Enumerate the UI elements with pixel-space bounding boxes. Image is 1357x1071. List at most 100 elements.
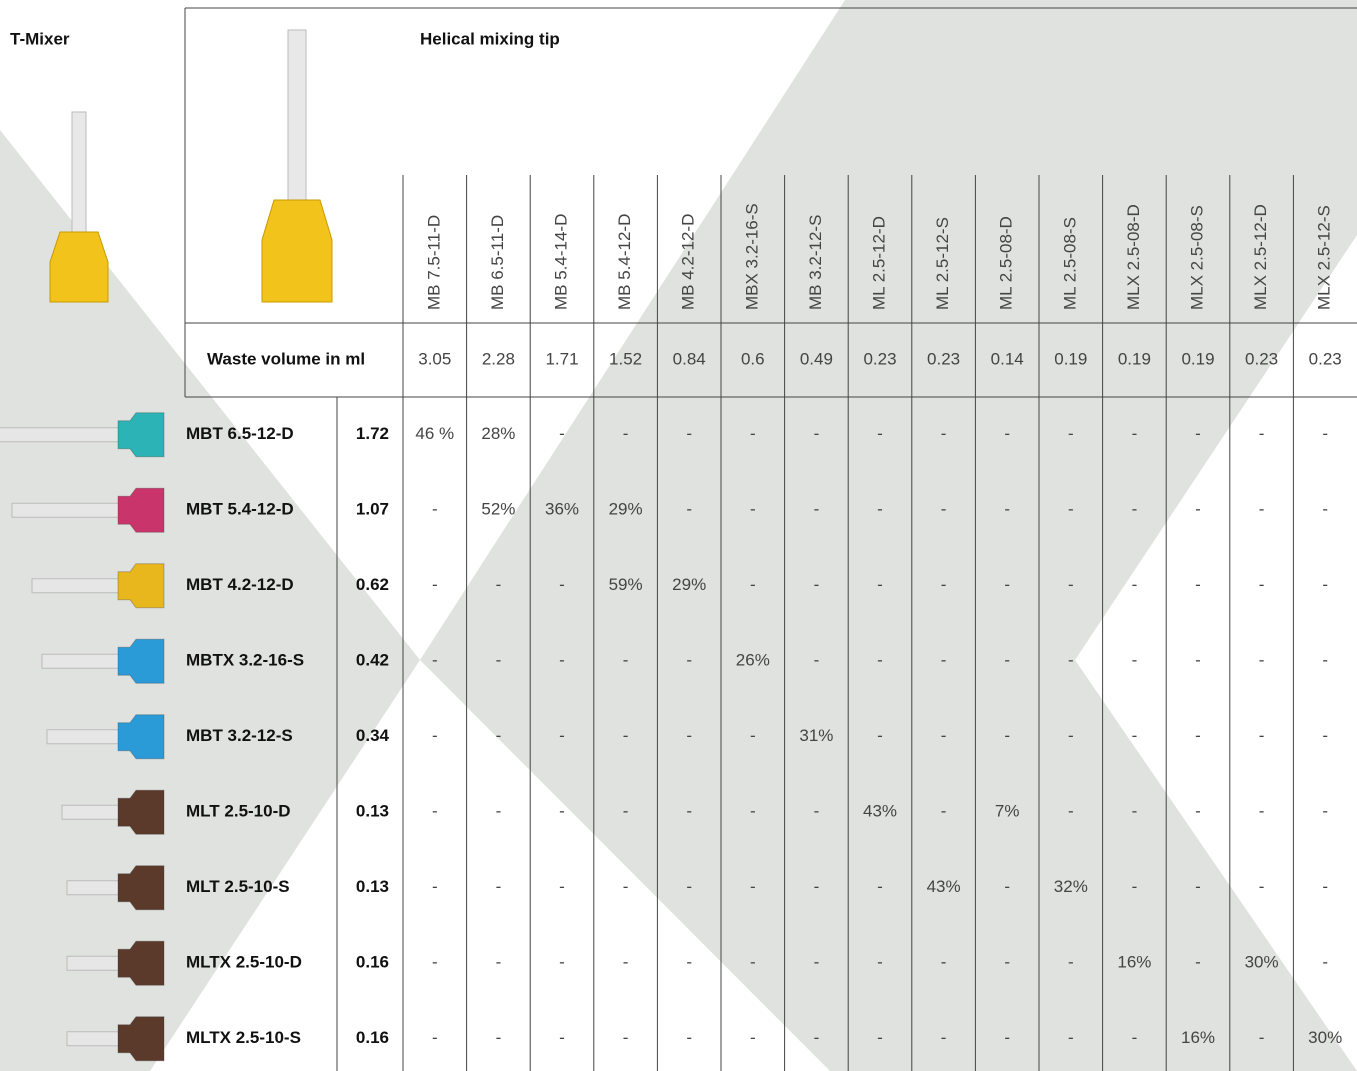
page: T-Mixer Helical mixing tip Waste volume … [0,0,1357,1071]
right-title: Helical mixing tip [420,29,560,48]
cell: - [432,953,438,972]
cell: - [623,424,629,443]
row-name: MBT 6.5-12-D [186,424,294,443]
nozzle [12,503,122,517]
cell: - [750,953,756,972]
table: T-Mixer Helical mixing tip Waste volume … [0,0,1357,1071]
cell: - [750,575,756,594]
nozzle [47,730,122,744]
cell: - [496,877,502,896]
cell: - [941,575,947,594]
cell: 31% [799,726,833,745]
nozzle [67,956,122,970]
cell: - [1132,651,1138,670]
waste-volume: 1.71 [545,349,578,368]
row-volume: 0.16 [356,953,389,972]
waste-volume: 0.19 [1054,349,1087,368]
cell: - [1259,1028,1265,1047]
nozzle [32,579,122,593]
cell: - [559,877,565,896]
cell: 43% [863,802,897,821]
waste-volume: 0.19 [1118,349,1151,368]
cell: - [559,651,565,670]
waste-volume: 0.14 [991,349,1024,368]
waste-volume: 0.23 [1245,349,1278,368]
cell: 32% [1054,877,1088,896]
cell: - [686,1028,692,1047]
column-name: MB 6.5-11-D [488,215,507,310]
cell: - [496,1028,502,1047]
left-title: T-Mixer [10,29,70,48]
cell: - [877,877,883,896]
cell: - [1195,726,1201,745]
cell: - [1132,575,1138,594]
cell: - [686,953,692,972]
cell: 28% [481,424,515,443]
waste-volume: 0.49 [800,349,833,368]
cell: - [750,726,756,745]
row-name: MBT 5.4-12-D [186,500,294,519]
cell: 59% [609,575,643,594]
column-name: MB 4.2-12-D [679,214,698,310]
cell: 26% [736,651,770,670]
cell: - [1259,877,1265,896]
cell: - [814,424,820,443]
row-name: MLTX 2.5-10-S [186,1028,301,1047]
column-name: ML 2.5-08-S [1060,217,1079,310]
cell: - [1322,575,1328,594]
cell: - [1068,726,1074,745]
cell: - [1322,726,1328,745]
cell: 30% [1245,953,1279,972]
cell: - [1195,424,1201,443]
cell: - [623,802,629,821]
cell: - [1195,877,1201,896]
waste-volume: 0.6 [741,349,765,368]
cell: - [1322,500,1328,519]
cell: - [1259,651,1265,670]
cell: - [559,953,565,972]
cell: - [559,575,565,594]
cell: - [1259,802,1265,821]
waste-volume: 2.28 [482,349,515,368]
cell: - [623,726,629,745]
cell: - [1004,424,1010,443]
cell: - [1068,424,1074,443]
cell: - [941,802,947,821]
cell: - [877,651,883,670]
column-name: MB 3.2-12-S [806,215,825,310]
column-name: MLX 2.5-12-D [1251,204,1270,310]
cell: - [750,500,756,519]
cell: - [750,877,756,896]
row-name: MLT 2.5-10-S [186,877,290,896]
cell: - [1195,802,1201,821]
cell: - [814,1028,820,1047]
cell: - [1004,877,1010,896]
cell: 36% [545,500,579,519]
cell: - [1259,424,1265,443]
cell: 52% [481,500,515,519]
cell: - [623,1028,629,1047]
cell: - [1195,500,1201,519]
cell: - [941,651,947,670]
cell: - [623,953,629,972]
cell: - [686,726,692,745]
cell: - [686,500,692,519]
cell: - [877,424,883,443]
waste-volume: 0.23 [863,349,896,368]
column-name: MLX 2.5-08-D [1124,204,1143,310]
cell: - [1322,877,1328,896]
cell: - [941,953,947,972]
cell: - [686,877,692,896]
cell: - [686,802,692,821]
cell: 43% [927,877,961,896]
row-name: MBT 4.2-12-D [186,575,294,594]
row-name: MBT 3.2-12-S [186,726,293,745]
cell: - [559,802,565,821]
nozzle [62,805,122,819]
cell: - [559,1028,565,1047]
row-volume: 1.07 [356,500,389,519]
column-name: MB 5.4-12-D [615,214,634,310]
column-name: MBX 3.2-16-S [742,203,761,310]
cell: - [1068,802,1074,821]
column-name: MLX 2.5-12-S [1315,205,1334,310]
